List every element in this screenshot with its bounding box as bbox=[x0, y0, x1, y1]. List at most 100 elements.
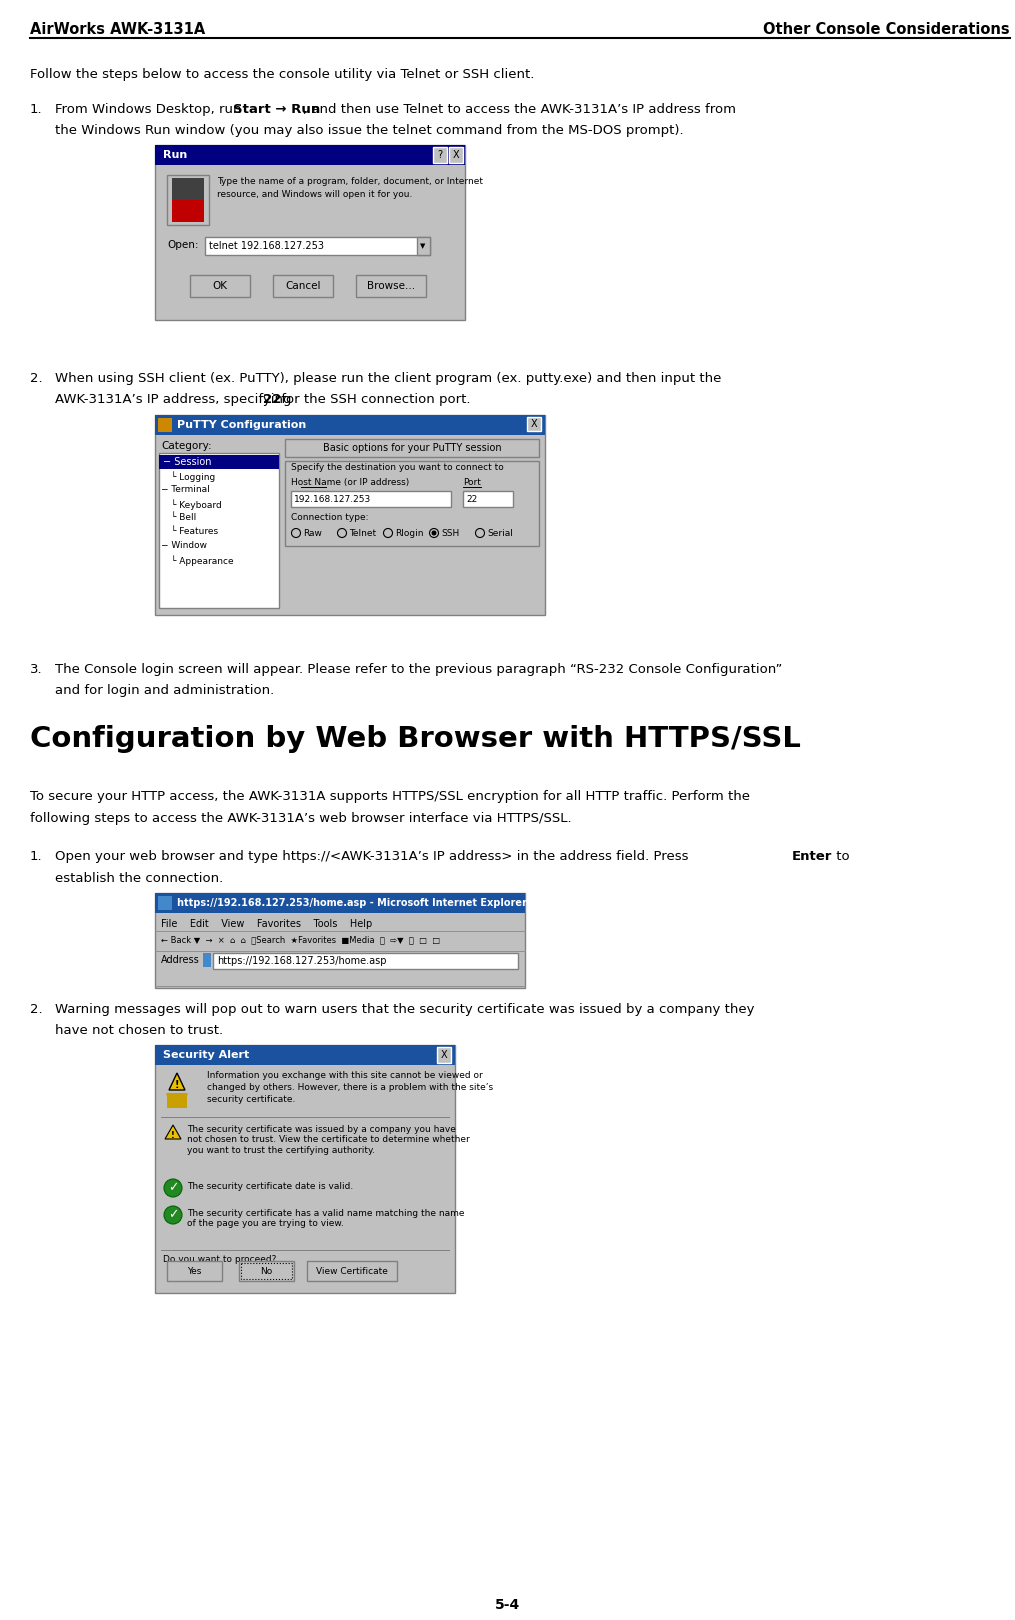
Text: Do you want to proceed?: Do you want to proceed? bbox=[163, 1256, 276, 1264]
Bar bbox=[285, 462, 539, 546]
Text: for the SSH connection port.: for the SSH connection port. bbox=[277, 394, 471, 407]
Text: Run: Run bbox=[163, 151, 187, 160]
Text: File    Edit    View    Favorites    Tools    Help: File Edit View Favorites Tools Help bbox=[161, 919, 373, 928]
Text: Telnet: Telnet bbox=[349, 528, 377, 538]
Circle shape bbox=[164, 1205, 182, 1225]
Text: ✓: ✓ bbox=[167, 1209, 179, 1221]
Text: The security certificate date is valid.: The security certificate date is valid. bbox=[187, 1183, 353, 1191]
Text: The Console login screen will appear. Please refer to the previous paragraph “RS: The Console login screen will appear. Pl… bbox=[55, 663, 783, 676]
Text: and for login and administration.: and for login and administration. bbox=[55, 684, 274, 697]
Text: Connection type:: Connection type: bbox=[291, 514, 368, 522]
Circle shape bbox=[431, 530, 436, 536]
Bar bbox=[285, 439, 539, 457]
Bar bbox=[155, 893, 525, 914]
Bar bbox=[159, 455, 279, 470]
Text: ▼: ▼ bbox=[420, 243, 425, 249]
Bar bbox=[172, 178, 204, 199]
Bar bbox=[273, 275, 333, 296]
Bar bbox=[213, 953, 518, 969]
Text: 3.: 3. bbox=[30, 663, 43, 676]
Bar bbox=[167, 175, 209, 225]
Text: Browse...: Browse... bbox=[367, 280, 415, 292]
Bar bbox=[463, 491, 513, 507]
Text: Warning messages will pop out to warn users that the security certificate was is: Warning messages will pop out to warn us… bbox=[55, 1003, 754, 1016]
Bar bbox=[155, 1045, 455, 1293]
Text: Category:: Category: bbox=[161, 441, 211, 450]
Bar bbox=[307, 1260, 397, 1281]
Bar bbox=[159, 454, 279, 608]
Text: Configuration by Web Browser with HTTPS/SSL: Configuration by Web Browser with HTTPS/… bbox=[30, 726, 801, 753]
Text: !: ! bbox=[172, 1131, 175, 1139]
Text: Enter: Enter bbox=[792, 850, 832, 863]
Text: Address: Address bbox=[161, 956, 200, 966]
Text: − Terminal: − Terminal bbox=[161, 484, 210, 494]
Text: Information you exchange with this site cannot be viewed or: Information you exchange with this site … bbox=[207, 1071, 483, 1081]
Text: − Window: − Window bbox=[161, 541, 207, 551]
Text: resource, and Windows will open it for you.: resource, and Windows will open it for y… bbox=[217, 190, 412, 199]
Text: X: X bbox=[441, 1050, 448, 1059]
Text: 2.: 2. bbox=[30, 1003, 43, 1016]
Text: 2.: 2. bbox=[30, 373, 43, 386]
Polygon shape bbox=[170, 1072, 185, 1090]
Text: X: X bbox=[453, 151, 460, 160]
Text: SSH: SSH bbox=[441, 528, 459, 538]
Text: └ Logging: └ Logging bbox=[171, 471, 215, 481]
Bar bbox=[291, 491, 451, 507]
Bar bbox=[205, 237, 430, 254]
Polygon shape bbox=[165, 1124, 181, 1139]
Text: Start → Run: Start → Run bbox=[233, 104, 321, 117]
Text: The security certificate has a valid name matching the name
of the page you are : The security certificate has a valid nam… bbox=[187, 1209, 465, 1228]
Text: └ Bell: └ Bell bbox=[171, 514, 196, 522]
Bar bbox=[167, 1094, 187, 1108]
Bar bbox=[167, 1260, 222, 1281]
Bar bbox=[449, 147, 463, 164]
Text: Serial: Serial bbox=[487, 528, 513, 538]
Text: to: to bbox=[832, 850, 850, 863]
Text: Other Console Considerations: Other Console Considerations bbox=[763, 23, 1010, 37]
Text: , and then use Telnet to access the AWK-3131A’s IP address from: , and then use Telnet to access the AWK-… bbox=[303, 104, 736, 117]
Bar bbox=[417, 237, 430, 254]
Text: X: X bbox=[531, 420, 537, 429]
Bar bbox=[163, 1069, 199, 1115]
Bar bbox=[433, 147, 447, 164]
Bar bbox=[155, 146, 465, 321]
Bar bbox=[190, 275, 250, 296]
Bar bbox=[239, 1260, 294, 1281]
Text: Follow the steps below to access the console utility via Telnet or SSH client.: Follow the steps below to access the con… bbox=[30, 68, 534, 81]
Bar bbox=[158, 896, 172, 910]
Text: telnet 192.168.127.253: telnet 192.168.127.253 bbox=[209, 241, 324, 251]
Text: From Windows Desktop, run: From Windows Desktop, run bbox=[55, 104, 246, 117]
Bar bbox=[203, 953, 211, 967]
Text: ?: ? bbox=[437, 151, 443, 160]
Text: 5-4: 5-4 bbox=[495, 1597, 520, 1612]
Text: Cancel: Cancel bbox=[285, 280, 321, 292]
Text: └ Appearance: └ Appearance bbox=[171, 556, 233, 565]
Bar bbox=[155, 146, 465, 165]
Bar bbox=[155, 1045, 455, 1064]
Text: 22: 22 bbox=[263, 394, 281, 407]
Text: https://192.168.127.253/home.asp - Microsoft Internet Explorer: https://192.168.127.253/home.asp - Micro… bbox=[177, 897, 527, 907]
Text: OK: OK bbox=[212, 280, 227, 292]
Text: changed by others. However, there is a problem with the site’s: changed by others. However, there is a p… bbox=[207, 1084, 493, 1092]
Bar bbox=[527, 416, 541, 431]
Text: The security certificate was issued by a company you have
not chosen to trust. V: The security certificate was issued by a… bbox=[187, 1124, 470, 1155]
Bar bbox=[155, 415, 545, 436]
Text: Open:: Open: bbox=[167, 240, 199, 249]
Text: security certificate.: security certificate. bbox=[207, 1095, 295, 1103]
Bar bbox=[356, 275, 426, 296]
Text: View Certificate: View Certificate bbox=[316, 1267, 388, 1275]
Text: − Session: − Session bbox=[163, 457, 211, 467]
Text: 1.: 1. bbox=[30, 104, 43, 117]
Text: 22: 22 bbox=[466, 494, 477, 504]
Bar bbox=[155, 415, 545, 616]
Bar bbox=[172, 199, 204, 222]
Text: Raw: Raw bbox=[303, 528, 322, 538]
Text: └ Features: └ Features bbox=[171, 526, 218, 536]
Text: Port: Port bbox=[463, 478, 481, 488]
Text: establish the connection.: establish the connection. bbox=[55, 872, 223, 885]
Text: Open your web browser and type https://<AWK-3131A’s IP address> in the address f: Open your web browser and type https://<… bbox=[55, 850, 693, 863]
Text: └ Keyboard: └ Keyboard bbox=[171, 499, 221, 510]
Bar bbox=[437, 1047, 451, 1063]
Text: Yes: Yes bbox=[187, 1267, 201, 1275]
Circle shape bbox=[164, 1179, 182, 1197]
